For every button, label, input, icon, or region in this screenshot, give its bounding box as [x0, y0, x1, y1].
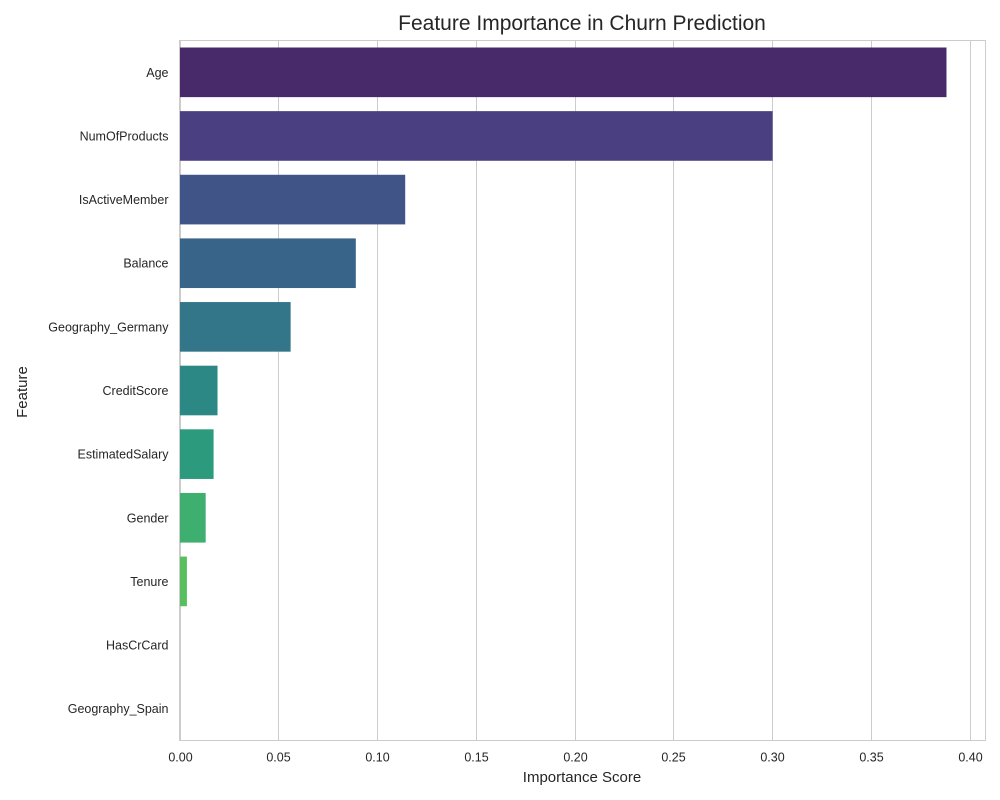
bar [180, 365, 218, 416]
y-tick-label: Geography_Germany [48, 320, 169, 334]
x-tick-label: 0.15 [464, 751, 488, 765]
y-tick-label: HasCrCard [106, 639, 169, 653]
x-tick-label: 0.10 [365, 751, 389, 765]
y-tick-label: CreditScore [103, 384, 169, 398]
x-tick-label: 0.05 [266, 751, 290, 765]
x-tick-label: 0.35 [859, 751, 883, 765]
bar [180, 492, 206, 543]
bar [180, 238, 356, 289]
plot-area-border [179, 40, 986, 741]
y-tick-label: Geography_Spain [68, 702, 169, 716]
bar [180, 429, 214, 479]
y-tick-label: Tenure [130, 575, 168, 589]
y-tick-label: Age [146, 66, 168, 80]
y-tick-label: NumOfProducts [80, 129, 169, 143]
x-tick-label: 0.40 [958, 751, 982, 765]
y-tick-label: EstimatedSalary [77, 448, 169, 462]
bar [180, 556, 187, 607]
y-tick-labels: Age NumOfProducts IsActiveMember Balance Geo… [48, 66, 169, 716]
bar [180, 302, 291, 352]
bars [180, 47, 947, 607]
y-tick-label: Balance [123, 257, 168, 271]
x-tick-label: 0.25 [661, 751, 685, 765]
chart-title: Feature Importance in Churn Prediction [398, 12, 766, 35]
bar [180, 47, 947, 98]
x-tick-label: 0.20 [563, 751, 587, 765]
x-tick-label: 0.00 [168, 751, 192, 765]
y-tick-label: Gender [127, 511, 169, 525]
x-tick-label: 0.30 [760, 751, 784, 765]
bar [180, 111, 773, 161]
y-axis-label: Feature [14, 366, 31, 418]
x-axis-label: Importance Score [523, 769, 641, 786]
y-tick-label: IsActiveMember [79, 193, 169, 207]
bar [180, 174, 406, 225]
x-tick-labels: 0.00 0.05 0.10 0.15 0.20 0.25 0.30 0.35 0.40 [168, 751, 982, 765]
